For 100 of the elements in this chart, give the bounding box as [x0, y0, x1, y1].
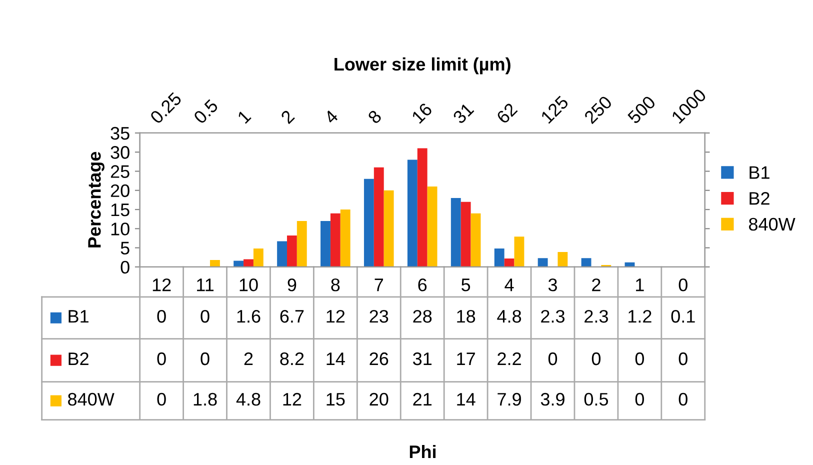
legend-label: 840W — [748, 218, 796, 231]
data-label: 1.2 — [628, 310, 652, 323]
x2-tick-label: 250 — [584, 95, 613, 124]
data-label: 0 — [548, 352, 558, 366]
x2-tick-label: 8 — [367, 109, 382, 124]
bar — [581, 258, 592, 267]
x2-axis-title: Lower size limit (µm) — [334, 57, 510, 74]
data-label: 0 — [157, 392, 166, 406]
data-label: 15 — [326, 393, 345, 406]
data-label: 21 — [413, 392, 432, 406]
bar — [558, 252, 568, 267]
text: B1 — [68, 310, 88, 323]
data-label: 23 — [370, 310, 388, 323]
data-label: 0 — [157, 310, 166, 323]
data-label: 0 — [635, 392, 644, 406]
bar — [330, 213, 340, 267]
x-tick-label: 3 — [548, 278, 557, 292]
x2-tick-label: 0.5 — [192, 98, 219, 124]
y-axis-title: Percentage — [88, 152, 104, 248]
x-tick-label: 9 — [288, 278, 296, 292]
bar — [407, 160, 418, 267]
data-label: 2.3 — [584, 310, 608, 323]
data-label: 26 — [370, 352, 388, 366]
data-label: 31 — [413, 352, 432, 366]
data-label: 0 — [678, 352, 688, 366]
x2-tick-label: 500 — [626, 95, 656, 124]
data-label: 1.8 — [194, 392, 217, 406]
y-tick-label: 20 — [110, 184, 130, 198]
data-label: 0.5 — [584, 392, 608, 406]
y-tick-label: 25 — [110, 165, 130, 178]
bar — [320, 220, 330, 267]
data-label: 0 — [200, 352, 210, 366]
data-label: 8.2 — [280, 352, 304, 366]
text: 840W — [68, 392, 114, 406]
x-tick-label: 6 — [418, 278, 427, 292]
x-tick-label: 1 — [636, 278, 644, 292]
data-label: 3.9 — [540, 392, 564, 406]
data-label: 20 — [370, 392, 388, 406]
bar — [253, 248, 264, 267]
data-label: 4.8 — [497, 310, 522, 323]
x2-tick-label: 1 — [237, 110, 252, 124]
data-label: 0 — [200, 310, 210, 323]
y-tick-label: 0 — [120, 260, 130, 274]
bar — [277, 241, 287, 267]
bar — [514, 236, 524, 267]
x2-tick-label: 31 — [452, 102, 474, 124]
bar — [234, 260, 244, 267]
x2-tick-label: 16 — [411, 102, 433, 124]
bar — [460, 202, 471, 267]
x2-tick-label: 62 — [496, 102, 518, 124]
x-tick-label: 10 — [240, 278, 258, 292]
text: Phi — [410, 444, 436, 458]
bar — [538, 258, 548, 267]
bar — [374, 167, 384, 267]
legend-label: B2 — [68, 352, 88, 366]
bar — [340, 210, 350, 267]
bar — [296, 220, 307, 267]
y-tick-label: 35 — [110, 126, 130, 140]
data-label: 17 — [457, 352, 475, 366]
x-tick-label: 8 — [331, 278, 340, 292]
x-tick-label: 7 — [374, 278, 384, 292]
data-label: 14 — [457, 393, 476, 406]
data-label: 28 — [413, 310, 432, 323]
bar — [384, 190, 394, 267]
data-label: 0 — [157, 352, 166, 366]
data-label: 0.1 — [671, 310, 695, 323]
x-tick-label: 11 — [197, 278, 214, 292]
bar — [450, 198, 461, 267]
data-label: 2.2 — [498, 352, 521, 366]
y-tick-label: 10 — [111, 222, 130, 236]
bar — [210, 260, 220, 267]
bar — [494, 248, 504, 267]
bar — [470, 213, 481, 267]
x2-tick-label: 125 — [540, 95, 570, 124]
data-label: 14 — [326, 352, 345, 366]
y-tick-label: 5 — [120, 242, 130, 254]
data-label: 0 — [678, 392, 688, 406]
x-tick-label: 2 — [592, 278, 600, 292]
text: B2 — [750, 192, 770, 205]
x2-tick-label: 4 — [324, 109, 339, 124]
y-tick-label: 15 — [111, 204, 130, 216]
data-label: 4.8 — [236, 392, 260, 406]
bar — [417, 148, 428, 267]
bar — [286, 236, 297, 267]
x2-tick-label: 2 — [280, 109, 295, 124]
bar — [427, 186, 438, 267]
data-label: 2 — [244, 352, 253, 366]
data-label: 1.6 — [237, 310, 260, 323]
data-label: 2.3 — [541, 310, 565, 323]
data-label: 12 — [326, 310, 345, 323]
x-tick-label: 12 — [152, 278, 171, 292]
data-label: 7.9 — [498, 392, 521, 406]
bar — [244, 259, 254, 267]
data-label: 12 — [283, 392, 302, 406]
data-label: 6.7 — [280, 310, 304, 323]
data-label: 18 — [457, 310, 476, 323]
x-tick-label: 0 — [678, 278, 688, 292]
bar — [504, 258, 514, 267]
data-label: 0 — [635, 352, 644, 366]
legend-label: B1 — [750, 166, 770, 179]
